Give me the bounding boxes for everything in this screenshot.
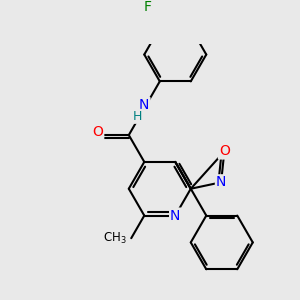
Text: O: O [219,145,230,158]
Text: N: N [139,98,149,112]
Text: N: N [170,208,181,223]
Text: O: O [92,125,103,139]
Text: N: N [216,175,226,189]
Text: H: H [133,110,142,123]
Text: F: F [144,0,152,14]
Text: CH$_3$: CH$_3$ [103,231,126,246]
